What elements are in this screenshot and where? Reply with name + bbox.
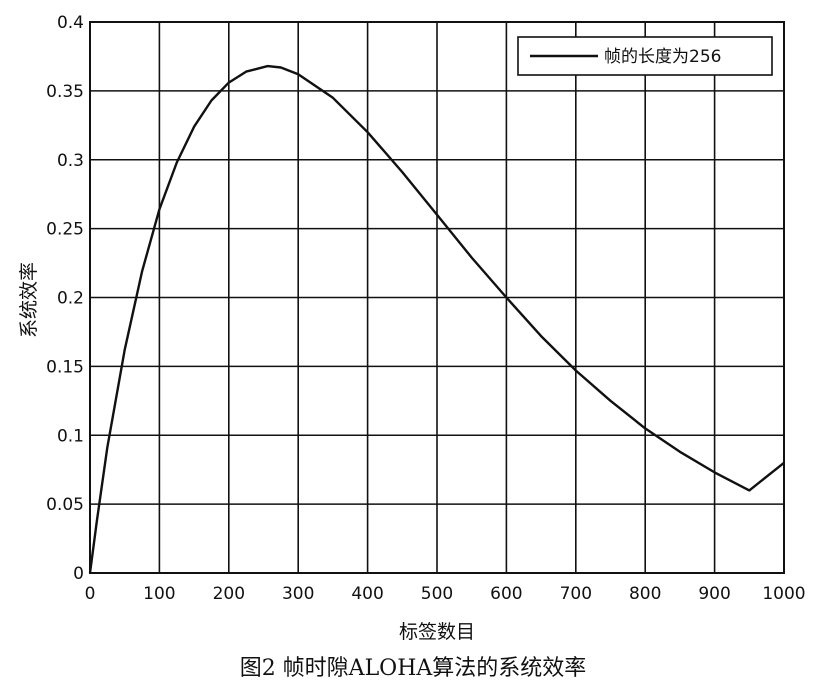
grid — [89, 21, 785, 574]
series-layer — [88, 64, 785, 574]
y-tick-label: 0.25 — [46, 220, 84, 240]
x-tick-label: 1000 — [762, 584, 805, 604]
y-tick-label: 0.35 — [46, 82, 84, 102]
y-tick-label: 0.4 — [57, 13, 84, 33]
x-tick-label: 400 — [351, 584, 383, 604]
y-tick-label: 0 — [73, 564, 84, 584]
y-tick-label: 0.15 — [46, 357, 84, 377]
y-tick-label: 0.3 — [57, 151, 84, 171]
x-tick-label: 800 — [629, 584, 661, 604]
y-axis-label: 系统效率 — [18, 262, 40, 338]
x-tick-label: 0 — [85, 584, 96, 604]
plot-frame — [89, 21, 785, 574]
x-tick-label: 100 — [143, 584, 175, 604]
x-tick-label: 900 — [698, 584, 730, 604]
chart: 0 100 200 300 400 500 600 700 800 900 1000 0 0.05 0.1… — [18, 13, 806, 643]
x-tick-label: 600 — [490, 584, 522, 604]
x-axis-label: 标签数目 — [399, 621, 475, 643]
series-line — [88, 64, 785, 574]
y-tick-label: 0.1 — [57, 426, 84, 446]
figure-caption: 图2 帧时隙ALOHA算法的系统效率 — [239, 656, 587, 681]
x-tick-label: 300 — [282, 584, 314, 604]
y-tick-label: 0.05 — [46, 495, 84, 515]
tick-labels: 0 100 200 300 400 500 600 700 800 900 1000 0 0.05 0.1… — [46, 13, 805, 604]
x-tick-label: 500 — [421, 584, 453, 604]
x-tick-label: 700 — [560, 584, 592, 604]
legend-label: 帧的长度为256 — [604, 47, 721, 67]
y-tick-label: 0.2 — [57, 289, 84, 309]
x-tick-label: 200 — [213, 584, 245, 604]
legend: 帧的长度为256 — [517, 36, 773, 76]
